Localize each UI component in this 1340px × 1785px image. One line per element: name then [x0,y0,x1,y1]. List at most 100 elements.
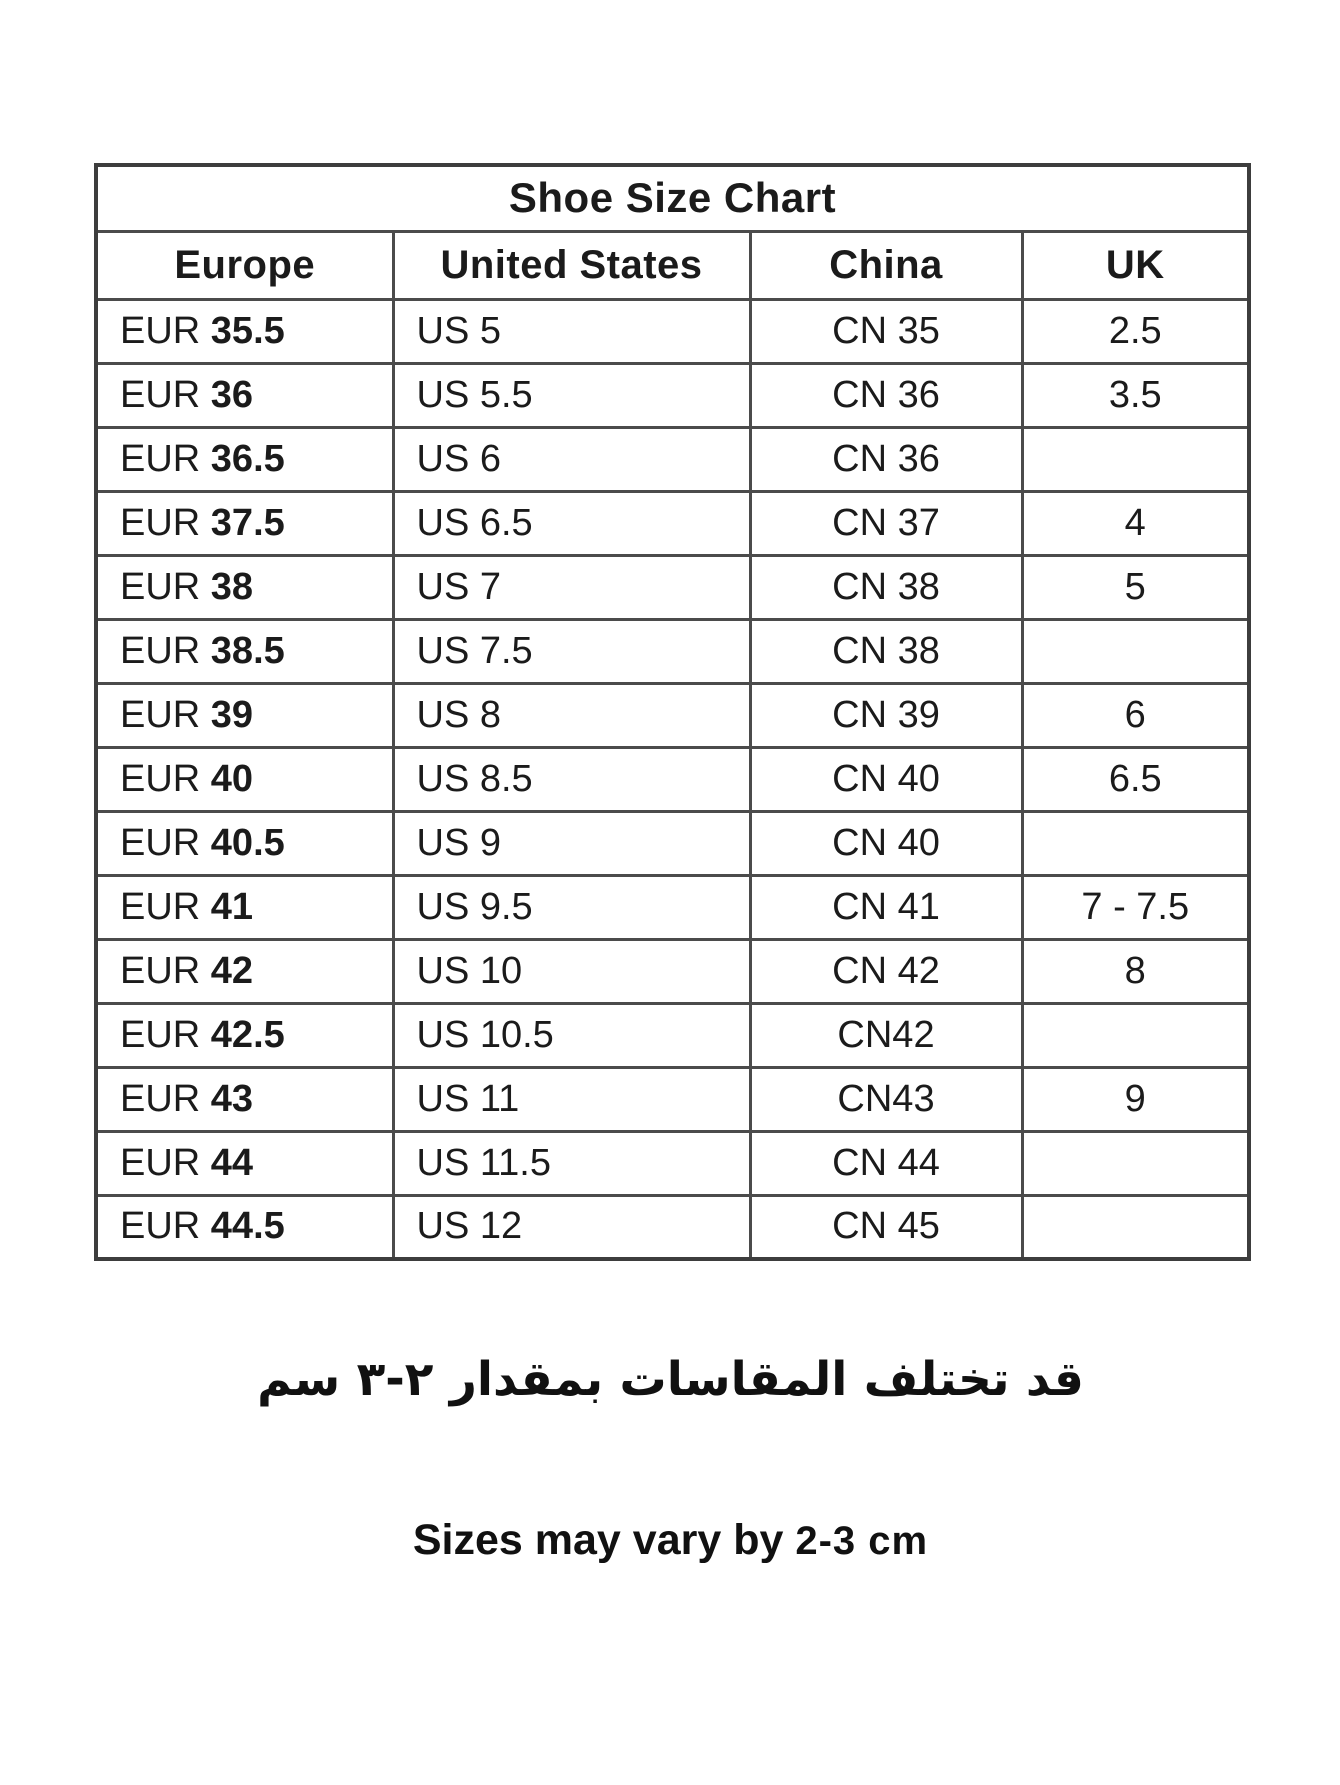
us-cell: US 10 [391,937,752,1005]
column-header-uk: UK [1020,229,1251,301]
us-cell: US 5 [391,297,752,365]
uk-cell: 5 [1020,553,1251,621]
uk-cell: 2.5 [1020,297,1251,365]
uk-cell: 6.5 [1020,745,1251,813]
us-cell: US 10.5 [391,1001,752,1069]
uk-cell [1020,1193,1251,1261]
us-cell: US 9.5 [391,873,752,941]
eur-value: 39 [210,693,254,736]
eur-cell: EUR 35.5 [94,297,395,365]
eur-value: 44 [210,1141,254,1184]
eur-value: 40.5 [210,821,285,864]
eur-value: 43 [210,1077,254,1120]
uk-cell: 7 - 7.5 [1020,873,1251,941]
eur-prefix: EUR [120,565,201,608]
cn-cell: CN 35 [748,297,1024,365]
cn-cell: CN43 [748,1065,1024,1133]
cn-cell: CN 37 [748,489,1024,557]
eur-cell: EUR 36 [94,361,395,429]
english-note-text: Sizes may vary by [412,1516,784,1564]
eur-value: 40 [210,757,254,800]
eur-cell: EUR 38 [94,553,395,621]
eur-value: 42 [210,949,254,992]
eur-prefix: EUR [120,629,201,672]
table-row: EUR 39 US 8 CN 39 6 [94,681,1251,749]
cn-cell: CN 38 [748,617,1024,685]
eur-cell: EUR 37.5 [94,489,395,557]
eur-value: 37.5 [210,501,285,544]
english-note-value: 2-3 cm [795,1519,929,1563]
eur-value: 35.5 [210,309,285,352]
us-cell: US 7 [391,553,752,621]
eur-prefix: EUR [120,501,201,544]
arabic-note: قد تختلف المقاسات بمقدار ٢-٣ سم [257,1352,1084,1407]
cn-cell: CN 36 [748,361,1024,429]
uk-cell: 6 [1020,681,1251,749]
eur-value: 36 [210,373,254,416]
eur-cell: EUR 38.5 [94,617,395,685]
eur-value: 36.5 [210,437,285,480]
us-cell: US 9 [391,809,752,877]
table-row: EUR 41 US 9.5 CN 41 7 - 7.5 [94,873,1251,941]
column-header-china: China [748,229,1024,301]
eur-value: 41 [210,885,254,928]
eur-prefix: EUR [120,1141,201,1184]
eur-prefix: EUR [120,309,201,352]
column-header-europe: Europe [94,229,395,301]
cn-cell: CN 44 [748,1129,1024,1197]
table-title: Shoe Size Chart [94,163,1251,233]
eur-prefix: EUR [120,1013,201,1056]
table-title-row: Shoe Size Chart [94,163,1251,233]
us-cell: US 8 [391,681,752,749]
eur-value: 42.5 [210,1013,285,1056]
eur-value: 38 [210,565,254,608]
eur-cell: EUR 36.5 [94,425,395,493]
eur-cell: EUR 39 [94,681,395,749]
eur-prefix: EUR [120,885,201,928]
us-cell: US 7.5 [391,617,752,685]
eur-cell: EUR 42.5 [94,1001,395,1069]
table-header-row: Europe United States China UK [94,229,1251,301]
us-cell: US 11.5 [391,1129,752,1197]
table-row: EUR 44 US 11.5 CN 44 [94,1129,1251,1197]
eur-prefix: EUR [120,437,201,480]
us-cell: US 6 [391,425,752,493]
cn-cell: CN 40 [748,809,1024,877]
table-row: EUR 42.5 US 10.5 CN42 [94,1001,1251,1069]
table-row: EUR 38 US 7 CN 38 5 [94,553,1251,621]
eur-prefix: EUR [120,373,201,416]
table-row: EUR 36.5 US 6 CN 36 [94,425,1251,493]
eur-prefix: EUR [120,693,201,736]
uk-cell: 9 [1020,1065,1251,1133]
us-cell: US 8.5 [391,745,752,813]
english-note: Sizes may vary by 2-3 cm [94,1516,1247,1565]
eur-cell: EUR 40.5 [94,809,395,877]
cn-cell: CN 42 [748,937,1024,1005]
uk-cell [1020,1129,1251,1197]
eur-value: 44.5 [210,1205,285,1248]
us-cell: US 12 [391,1193,752,1261]
cn-cell: CN 40 [748,745,1024,813]
cn-cell: CN 39 [748,681,1024,749]
eur-cell: EUR 43 [94,1065,395,1133]
column-header-united-states: United States [391,229,752,301]
us-cell: US 6.5 [391,489,752,557]
cn-cell: CN 36 [748,425,1024,493]
cn-cell: CN42 [748,1001,1024,1069]
uk-cell [1020,617,1251,685]
uk-cell: 4 [1020,489,1251,557]
eur-cell: EUR 40 [94,745,395,813]
eur-cell: EUR 41 [94,873,395,941]
cn-cell: CN 38 [748,553,1024,621]
uk-cell: 8 [1020,937,1251,1005]
us-cell: US 11 [391,1065,752,1133]
eur-cell: EUR 44.5 [94,1193,395,1261]
uk-cell [1020,425,1251,493]
table-row: EUR 37.5 US 6.5 CN 37 4 [94,489,1251,557]
table-row: EUR 43 US 11 CN43 9 [94,1065,1251,1133]
us-cell: US 5.5 [391,361,752,429]
table-row: EUR 40 US 8.5 CN 40 6.5 [94,745,1251,813]
table-row: EUR 42 US 10 CN 42 8 [94,937,1251,1005]
eur-prefix: EUR [120,821,201,864]
